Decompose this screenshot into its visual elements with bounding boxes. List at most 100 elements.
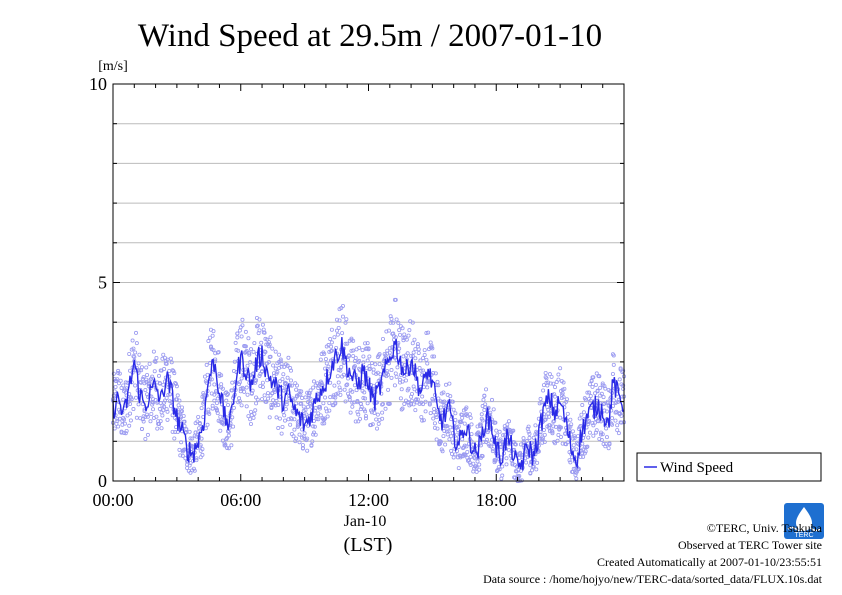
sample-point xyxy=(129,397,134,402)
sample-point xyxy=(594,428,599,433)
sample-point xyxy=(165,357,170,362)
sample-point xyxy=(145,372,150,377)
sample-point xyxy=(558,434,563,439)
sample-point xyxy=(212,382,217,387)
sample-point xyxy=(343,341,348,346)
sample-point xyxy=(386,387,391,392)
sample-point xyxy=(419,368,424,373)
sample-point xyxy=(302,431,307,436)
sample-point xyxy=(267,342,272,347)
sample-point xyxy=(421,402,426,407)
sample-point xyxy=(196,414,201,419)
sample-point xyxy=(524,439,529,444)
sample-point xyxy=(235,335,240,340)
sample-point xyxy=(116,368,121,373)
sample-point xyxy=(338,392,343,397)
sample-point xyxy=(621,368,626,373)
sample-point xyxy=(570,429,575,434)
sample-point xyxy=(617,377,622,382)
sample-point xyxy=(423,399,428,404)
sample-point xyxy=(245,392,250,397)
sample-point xyxy=(283,418,288,423)
sample-point xyxy=(460,437,465,442)
sample-point xyxy=(123,380,128,385)
sample-point xyxy=(481,397,486,402)
sample-point xyxy=(176,403,181,408)
sample-point xyxy=(436,383,441,388)
sample-point xyxy=(361,396,366,401)
sample-point xyxy=(558,415,563,420)
sample-point xyxy=(312,424,317,429)
sample-point xyxy=(243,344,248,349)
sample-point xyxy=(297,432,302,437)
sample-point xyxy=(444,423,449,428)
sample-point xyxy=(347,397,352,402)
sample-point xyxy=(431,416,436,421)
sample-point xyxy=(143,436,148,441)
sample-point xyxy=(205,422,210,427)
sample-point xyxy=(266,391,271,396)
sample-point xyxy=(547,372,552,377)
sample-point xyxy=(434,415,439,420)
sample-point xyxy=(371,367,376,372)
sample-point xyxy=(294,436,299,441)
sample-point xyxy=(603,444,608,449)
sample-point xyxy=(599,432,604,437)
sample-point xyxy=(441,434,446,439)
sample-point xyxy=(607,441,612,446)
sample-point xyxy=(401,336,406,341)
sample-point xyxy=(590,421,595,426)
sample-point xyxy=(357,416,362,421)
sample-point xyxy=(323,357,328,362)
sample-point xyxy=(604,426,609,431)
sample-point xyxy=(438,441,443,446)
sample-point xyxy=(255,323,260,328)
sample-point xyxy=(417,366,422,371)
sample-point xyxy=(316,417,321,422)
y-tick-label: 10 xyxy=(89,74,107,94)
sample-point xyxy=(293,439,298,444)
sample-point xyxy=(456,466,461,471)
sample-point xyxy=(199,406,204,411)
sample-point xyxy=(278,357,283,362)
sample-point xyxy=(337,318,342,323)
sample-point xyxy=(467,460,472,465)
sample-point xyxy=(599,391,604,396)
sample-point xyxy=(146,382,151,387)
sample-point xyxy=(187,463,192,468)
sample-point xyxy=(556,377,561,382)
sample-point xyxy=(322,351,327,356)
sample-point xyxy=(305,448,310,453)
sample-point xyxy=(386,372,391,377)
sample-point xyxy=(351,354,356,359)
sample-point xyxy=(393,297,398,302)
sample-point xyxy=(412,387,417,392)
sample-point xyxy=(213,351,218,356)
sample-point xyxy=(596,419,601,424)
sample-point xyxy=(144,365,149,370)
sample-point xyxy=(593,382,598,387)
sample-point xyxy=(197,421,202,426)
footer-copyright: ©TERC, Univ. Tsukuba xyxy=(706,521,822,535)
sample-point xyxy=(273,366,278,371)
sample-point xyxy=(491,407,496,412)
sample-point xyxy=(560,391,565,396)
sample-point xyxy=(601,395,606,400)
sample-point xyxy=(249,391,254,396)
x-tick-label: 06:00 xyxy=(220,490,261,510)
sample-point xyxy=(205,372,210,377)
sample-point xyxy=(323,395,328,400)
sample-point xyxy=(591,433,596,438)
sample-point xyxy=(616,399,621,404)
sample-point xyxy=(380,401,385,406)
sample-point xyxy=(370,422,375,427)
sample-point xyxy=(294,387,299,392)
sample-point xyxy=(197,426,202,431)
sample-point xyxy=(380,336,385,341)
sample-point xyxy=(305,390,310,395)
sample-point xyxy=(462,452,467,457)
sample-point xyxy=(527,431,532,436)
sample-point xyxy=(569,422,574,427)
sample-point xyxy=(580,403,585,408)
